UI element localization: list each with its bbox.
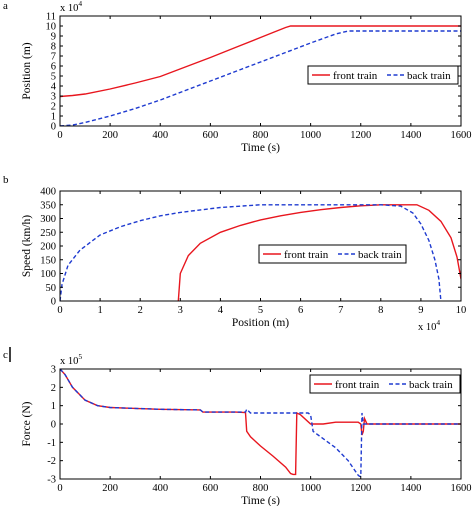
x-tick-label-a: 800 (253, 130, 269, 141)
y-tick-label-c: 2 (51, 383, 56, 394)
legend-label-front-a: front train (333, 70, 378, 82)
legend-label-front-c: front train (335, 379, 380, 391)
x-tick-label-a: 400 (152, 130, 168, 141)
x-tick-label-b: 2 (138, 305, 143, 316)
x-tick-label-b: 5 (258, 305, 263, 316)
y-exponent-power-c: 5 (78, 352, 82, 361)
series-back-train-a (60, 30, 461, 126)
x-tick-label-a: 1200 (350, 130, 371, 141)
y-tick-label-a: 11 (46, 12, 56, 23)
legend-label-back-c: back train (409, 379, 453, 391)
panel-c: c 0 200 400 600 800 1000 1200 1400 1600 -3 -2 -1 0 1 2… (3, 347, 472, 506)
y-tick-label-a: 6 (51, 62, 56, 73)
panel-a: a 0 200 400 600 800 1000 1200 1400 1600012345678… (3, 0, 472, 154)
y-tick-label-c: -3 (47, 475, 56, 486)
y-tick-label-a: 10 (46, 22, 57, 33)
y-exponent-power-a: 4 (78, 0, 82, 8)
x-tick-label-c: 400 (152, 483, 168, 494)
x-tick-label-a: 1400 (400, 130, 421, 141)
x-axis-label-b: Position (m) (232, 317, 289, 329)
y-tick-label-b: 300 (40, 214, 56, 225)
legend-b: front train back train (258, 244, 407, 264)
y-tick-label-b: 150 (40, 255, 56, 266)
legend-box-c (309, 374, 461, 394)
legend-box-b (258, 244, 407, 264)
y-exponent-a: x 104 (60, 0, 82, 14)
x-tick-label-a: 1600 (451, 130, 472, 141)
x-tick-label-b: 9 (418, 305, 423, 316)
x-tick-label-c: 800 (253, 483, 269, 494)
x-tick-label-c: 600 (203, 483, 219, 494)
y-tick-label-b: 250 (40, 228, 56, 239)
x-tick-label-b: 7 (338, 305, 343, 316)
y-exponent-base-a: x 10 (60, 3, 78, 14)
series-back-train-b (60, 204, 442, 301)
x-exponent-b: x 104 (418, 318, 440, 333)
x-tick-label-b: 6 (298, 305, 303, 316)
x-tick-label-b: 10 (456, 305, 467, 316)
x-axis-label-a: Time (s) (241, 142, 280, 154)
x-tick-label-a: 0 (57, 130, 62, 141)
y-tick-label-a: 1 (51, 112, 56, 123)
x-tick-label-b: 3 (178, 305, 183, 316)
series-front-train-a (60, 25, 461, 98)
legend-box-a (307, 65, 459, 85)
x-tick-label-c: 0 (57, 483, 62, 494)
y-tick-label-b: 50 (46, 283, 57, 294)
y-axis-label-a: Position (m) (21, 42, 33, 99)
y-tick-label-a: 7 (51, 52, 56, 63)
y-tick-label-b: 350 (40, 200, 56, 211)
x-tick-label-a: 600 (203, 130, 219, 141)
x-exponent-base-b: x 10 (418, 322, 436, 333)
panel-letter-b: b (3, 174, 9, 186)
x-tick-label-c: 1000 (300, 483, 321, 494)
y-axis-label-c: Force (N) (21, 401, 33, 446)
y-tick-label-a: 3 (51, 92, 56, 103)
y-exponent-c: x 105 (60, 352, 82, 367)
x-tick-label-c: 1400 (400, 483, 421, 494)
x-tick-label-a: 1000 (300, 130, 321, 141)
y-tick-label-a: 9 (51, 32, 56, 43)
x-tick-label-a: 200 (102, 130, 118, 141)
y-tick-label-c: -1 (47, 438, 56, 449)
y-tick-label-a: 2 (51, 102, 56, 113)
series-front-train-b (177, 204, 461, 301)
y-tick-label-c: 1 (51, 401, 56, 412)
panel-letter-c: c (3, 349, 8, 361)
y-axis-label-b: Speed (km/h) (21, 215, 33, 277)
y-tick-label-c: 0 (51, 420, 56, 431)
legend-label-back-a: back train (407, 70, 451, 82)
y-tick-label-a: 8 (51, 42, 56, 53)
series-back-train-c (60, 369, 461, 477)
panel-letter-a: a (3, 0, 8, 12)
y-tick-label-c: -2 (47, 456, 56, 467)
legend-c: front train back train (309, 374, 461, 394)
y-tick-label-c: 3 (51, 365, 56, 376)
y-tick-label-b: 200 (40, 242, 56, 253)
x-tick-label-b: 4 (218, 305, 224, 316)
x-tick-label-b: 0 (57, 305, 62, 316)
x-tick-label-c: 200 (102, 483, 118, 494)
x-tick-label-b: 8 (378, 305, 383, 316)
y-tick-label-b: 0 (51, 297, 56, 308)
y-tick-label-a: 0 (51, 122, 56, 133)
x-exponent-power-b: 4 (436, 318, 440, 327)
x-axis-label-c: Time (s) (241, 495, 280, 506)
x-tick-label-c: 1200 (350, 483, 371, 494)
legend-label-back-b: back train (358, 249, 402, 261)
y-tick-label-b: 100 (40, 269, 56, 280)
y-tick-label-a: 5 (51, 72, 56, 83)
x-tick-label-b: 1 (97, 305, 102, 316)
x-tick-label-c: 1600 (451, 483, 472, 494)
legend-a: front train back train (307, 65, 459, 85)
legend-label-front-b: front train (284, 249, 329, 261)
y-tick-label-b: 400 (40, 187, 56, 198)
y-exponent-base-c: x 10 (60, 356, 78, 367)
y-tick-label-a: 4 (51, 82, 57, 93)
